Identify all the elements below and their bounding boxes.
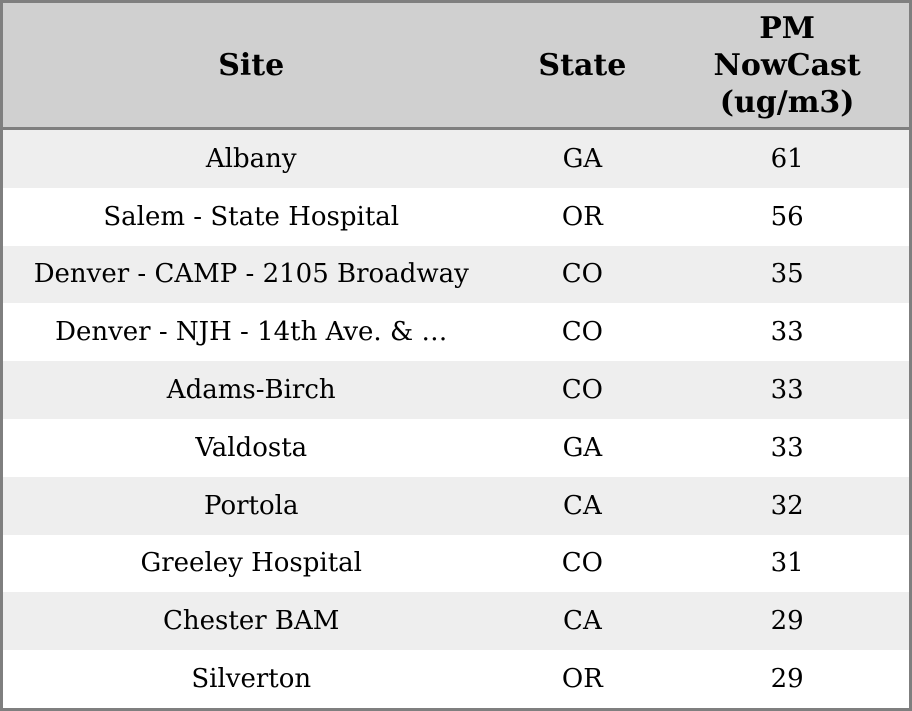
pm-value-cell: 33 [770,375,804,406]
state-cell: CA [563,606,602,637]
table-row: Albany GA 61 [3,130,909,188]
table-row: Adams-Birch CO 33 [3,361,909,419]
state-cell: CA [563,490,602,521]
state-cell: CO [561,317,603,348]
state-cell: CO [561,259,603,290]
state-cell: CO [561,375,603,406]
pm-value-cell: 56 [770,201,804,232]
site-cell: Portola [204,490,299,521]
state-cell: GA [562,143,603,174]
table-row: Denver - CAMP - 2105 Broadway CO 35 [3,245,909,304]
site-cell: Greeley Hospital [140,548,362,579]
column-header-site: Site [218,47,285,83]
pm-value-cell: 33 [770,432,804,463]
site-cell: Chester BAM [163,606,340,637]
site-cell: Albany [205,143,297,174]
table-row: Portola CA 32 [3,476,909,535]
pm-value-cell: 33 [770,317,804,348]
state-cell: OR [561,664,603,695]
table-body: Albany GA 61 Salem - State Hospital OR 5… [3,130,909,708]
table-header-row: Site State PM NowCast (ug/m3) [3,3,909,130]
pm-value-cell: 35 [770,259,804,290]
column-header-state: State [538,47,627,83]
pm-value-cell: 32 [770,490,804,521]
site-cell: Denver - NJH - 14th Ave. & … [55,317,448,348]
pm-value-cell: 61 [770,143,804,174]
state-cell: CO [561,548,603,579]
site-cell: Denver - CAMP - 2105 Broadway [33,259,469,290]
state-cell: GA [562,432,603,463]
site-cell: Silverton [191,664,312,695]
column-header-pm-nowcast: PM NowCast (ug/m3) [713,10,861,120]
table-row: Chester BAM CA 29 [3,592,909,651]
table-row: Silverton OR 29 [3,650,909,708]
table-row: Valdosta GA 33 [3,418,909,477]
table-row: Greeley Hospital CO 31 [3,534,909,593]
state-cell: OR [561,201,603,232]
site-cell: Valdosta [195,432,308,463]
table-row: Salem - State Hospital OR 56 [3,187,909,246]
site-cell: Adams-Birch [166,375,336,406]
site-cell: Salem - State Hospital [103,201,400,232]
pm-value-cell: 31 [770,548,804,579]
table-row: Denver - NJH - 14th Ave. & … CO 33 [3,303,909,362]
pm-value-cell: 29 [770,606,804,637]
pm-value-cell: 29 [770,664,804,695]
